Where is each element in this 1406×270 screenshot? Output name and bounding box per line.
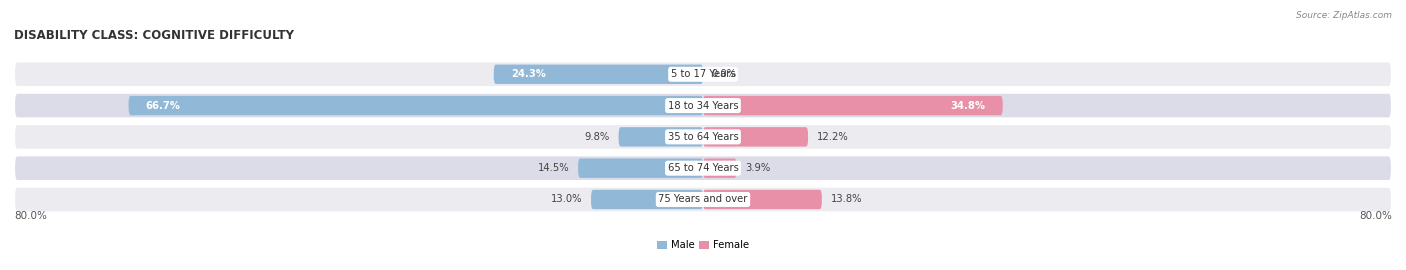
FancyBboxPatch shape [14, 93, 1392, 119]
Text: 65 to 74 Years: 65 to 74 Years [668, 163, 738, 173]
Text: 14.5%: 14.5% [538, 163, 569, 173]
Text: 3.9%: 3.9% [745, 163, 770, 173]
Text: 5 to 17 Years: 5 to 17 Years [671, 69, 735, 79]
FancyBboxPatch shape [128, 96, 703, 115]
FancyBboxPatch shape [591, 190, 703, 209]
Text: 24.3%: 24.3% [510, 69, 546, 79]
Text: 34.8%: 34.8% [950, 100, 986, 111]
FancyBboxPatch shape [14, 124, 1392, 150]
FancyBboxPatch shape [14, 62, 1392, 87]
Text: 13.8%: 13.8% [831, 194, 862, 204]
FancyBboxPatch shape [14, 187, 1392, 212]
Text: 80.0%: 80.0% [14, 211, 46, 221]
Text: DISABILITY CLASS: COGNITIVE DIFFICULTY: DISABILITY CLASS: COGNITIVE DIFFICULTY [14, 29, 294, 42]
Text: 18 to 34 Years: 18 to 34 Years [668, 100, 738, 111]
FancyBboxPatch shape [619, 127, 703, 147]
FancyBboxPatch shape [703, 127, 808, 147]
Text: 75 Years and over: 75 Years and over [658, 194, 748, 204]
Text: 9.8%: 9.8% [585, 132, 610, 142]
FancyBboxPatch shape [703, 96, 1002, 115]
FancyBboxPatch shape [494, 65, 703, 84]
Legend: Male, Female: Male, Female [652, 237, 754, 254]
FancyBboxPatch shape [14, 155, 1392, 181]
Text: 0.0%: 0.0% [711, 69, 737, 79]
Text: 13.0%: 13.0% [551, 194, 582, 204]
Text: 12.2%: 12.2% [817, 132, 848, 142]
FancyBboxPatch shape [578, 158, 703, 178]
FancyBboxPatch shape [703, 190, 823, 209]
Text: 66.7%: 66.7% [146, 100, 181, 111]
Text: Source: ZipAtlas.com: Source: ZipAtlas.com [1296, 11, 1392, 20]
Text: 35 to 64 Years: 35 to 64 Years [668, 132, 738, 142]
Text: 80.0%: 80.0% [1360, 211, 1392, 221]
FancyBboxPatch shape [703, 158, 737, 178]
